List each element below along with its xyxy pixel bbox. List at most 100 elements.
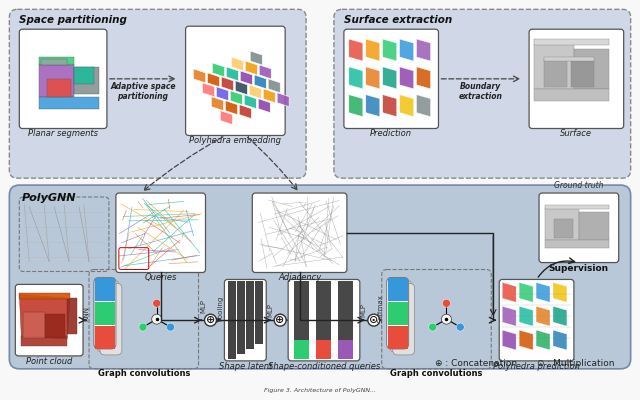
Text: ⊕: ⊕ [206, 315, 215, 325]
Bar [388, 326, 408, 349]
Text: MLP: MLP [361, 303, 367, 317]
Text: MLP: MLP [200, 299, 207, 313]
Text: Queries: Queries [145, 274, 177, 282]
Polygon shape [207, 73, 220, 87]
Polygon shape [74, 67, 99, 94]
Polygon shape [225, 101, 237, 114]
Polygon shape [232, 57, 243, 71]
Polygon shape [545, 208, 579, 240]
Circle shape [368, 314, 380, 326]
Circle shape [153, 299, 161, 307]
Text: ⊙: ⊙ [369, 315, 378, 325]
Polygon shape [216, 87, 228, 101]
Polygon shape [536, 330, 550, 350]
Bar [95, 302, 115, 325]
Polygon shape [544, 59, 567, 87]
Text: Adaptive space
partitioning: Adaptive space partitioning [110, 82, 175, 101]
Circle shape [456, 323, 464, 331]
Polygon shape [236, 81, 247, 95]
Polygon shape [349, 95, 363, 116]
Polygon shape [417, 39, 431, 61]
Text: Adjacency: Adjacency [278, 274, 321, 282]
Bar [294, 340, 309, 359]
FancyBboxPatch shape [10, 9, 306, 178]
Polygon shape [571, 61, 594, 87]
Text: Graph convolutions: Graph convolutions [97, 369, 190, 378]
Polygon shape [263, 89, 275, 103]
Polygon shape [417, 67, 431, 89]
Polygon shape [534, 89, 609, 101]
Polygon shape [39, 57, 74, 65]
Polygon shape [553, 330, 567, 350]
Polygon shape [544, 57, 594, 61]
FancyBboxPatch shape [344, 29, 438, 128]
Polygon shape [536, 282, 550, 302]
Polygon shape [268, 79, 280, 93]
Bar [338, 340, 353, 359]
Text: KNN: KNN [83, 306, 89, 321]
Polygon shape [349, 39, 363, 61]
Polygon shape [19, 293, 70, 299]
Polygon shape [349, 67, 363, 89]
Polygon shape [574, 49, 609, 89]
Polygon shape [554, 219, 573, 238]
Polygon shape [250, 85, 261, 99]
Bar [237, 282, 245, 354]
Polygon shape [220, 111, 232, 124]
Polygon shape [23, 312, 45, 338]
Polygon shape [399, 39, 413, 61]
Text: ⊕ : Concatenation: ⊕ : Concatenation [435, 359, 516, 368]
Polygon shape [553, 282, 567, 302]
Polygon shape [250, 51, 262, 65]
Polygon shape [417, 95, 431, 116]
Polygon shape [239, 105, 252, 118]
Polygon shape [193, 69, 205, 83]
Circle shape [274, 314, 286, 326]
Bar [228, 282, 236, 359]
Text: Polyhedra embedding: Polyhedra embedding [189, 136, 282, 145]
Text: Pooling: Pooling [218, 296, 223, 321]
Polygon shape [259, 65, 271, 79]
Polygon shape [277, 93, 289, 107]
Polygon shape [366, 95, 380, 116]
Polygon shape [383, 39, 397, 61]
Polygon shape [545, 205, 609, 209]
Polygon shape [211, 97, 223, 111]
Polygon shape [39, 97, 99, 109]
Bar [316, 340, 331, 359]
FancyBboxPatch shape [186, 26, 285, 136]
Text: Graph convolutions: Graph convolutions [390, 369, 483, 378]
Text: Figure 3. Architecture of PolyGNN...: Figure 3. Architecture of PolyGNN... [264, 388, 376, 393]
Polygon shape [502, 282, 516, 302]
Text: ⊕: ⊕ [275, 315, 285, 325]
Polygon shape [245, 61, 257, 75]
Polygon shape [399, 95, 413, 116]
Polygon shape [259, 99, 270, 113]
FancyBboxPatch shape [393, 284, 415, 355]
FancyBboxPatch shape [15, 284, 83, 356]
Polygon shape [366, 67, 380, 89]
Polygon shape [502, 306, 516, 326]
FancyBboxPatch shape [19, 29, 107, 128]
Polygon shape [399, 67, 413, 89]
Circle shape [166, 323, 175, 331]
FancyBboxPatch shape [10, 185, 630, 369]
Text: Boundary
extraction: Boundary extraction [459, 82, 503, 101]
Bar [338, 282, 353, 340]
Polygon shape [41, 59, 67, 65]
FancyBboxPatch shape [252, 193, 347, 272]
Polygon shape [21, 336, 67, 346]
Polygon shape [519, 306, 533, 326]
Text: MLP: MLP [268, 303, 273, 317]
Polygon shape [47, 79, 71, 97]
Polygon shape [45, 314, 65, 338]
Polygon shape [366, 39, 380, 61]
Polygon shape [212, 63, 225, 77]
FancyBboxPatch shape [100, 284, 122, 355]
Circle shape [429, 323, 436, 331]
FancyBboxPatch shape [94, 278, 116, 349]
FancyBboxPatch shape [97, 280, 119, 352]
Polygon shape [519, 330, 533, 350]
Polygon shape [579, 212, 609, 240]
Bar [316, 282, 331, 340]
